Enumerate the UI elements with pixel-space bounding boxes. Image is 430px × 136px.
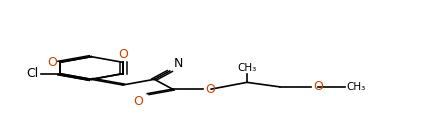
- Text: O: O: [47, 56, 57, 69]
- Text: O: O: [205, 83, 215, 96]
- Text: O: O: [118, 48, 127, 61]
- Text: Cl: Cl: [26, 67, 38, 80]
- Text: CH₃: CH₃: [237, 63, 256, 72]
- Text: N: N: [174, 57, 183, 70]
- Text: CH₃: CH₃: [346, 82, 365, 92]
- Text: O: O: [312, 80, 322, 93]
- Text: O: O: [133, 95, 143, 108]
